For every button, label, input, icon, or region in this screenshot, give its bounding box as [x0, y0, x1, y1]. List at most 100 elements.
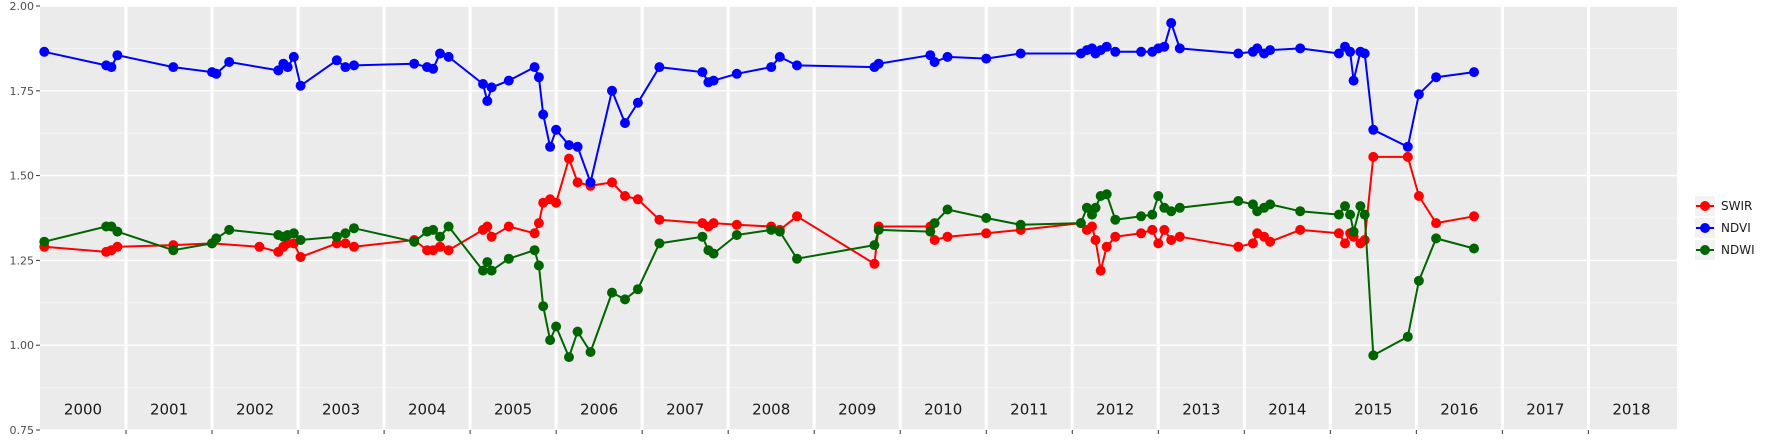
- data-point-ndwi: [533, 260, 544, 271]
- data-point-ndvi: [632, 97, 643, 108]
- data-point-ndwi: [1075, 218, 1086, 229]
- data-point-ndvi: [331, 55, 342, 66]
- data-point-ndwi: [1340, 201, 1350, 212]
- data-point-ndwi: [620, 294, 630, 305]
- data-point-ndwi: [697, 231, 708, 242]
- y-tick-label: 0.75: [10, 424, 35, 437]
- data-point-ndwi: [482, 257, 493, 268]
- data-point-ndwi: [538, 301, 549, 312]
- year-label: 2007: [666, 401, 704, 419]
- data-point-ndvi: [529, 62, 540, 73]
- data-point-ndvi: [1359, 48, 1370, 59]
- y-tick-label: 1.75: [10, 85, 35, 98]
- data-point-ndwi: [529, 245, 540, 256]
- year-label: 2004: [408, 401, 446, 419]
- data-point-ndvi: [1174, 43, 1185, 54]
- data-point-ndvi: [1233, 48, 1244, 59]
- data-point-ndvi: [697, 67, 708, 78]
- data-point-swir: [572, 177, 583, 188]
- data-point-ndvi: [1265, 45, 1276, 56]
- data-point-swir: [1333, 228, 1344, 239]
- data-point-ndwi: [1147, 209, 1158, 220]
- data-series: [39, 18, 1479, 363]
- data-point-ndvi: [607, 85, 617, 96]
- data-point-swir: [1265, 236, 1276, 247]
- data-point-ndvi: [620, 118, 630, 128]
- data-point-ndwi: [792, 253, 802, 264]
- data-point-ndwi: [478, 265, 488, 276]
- data-point-ndvi: [551, 124, 562, 135]
- data-point-ndvi: [533, 72, 544, 83]
- data-point-swir: [112, 241, 123, 252]
- data-point-ndwi: [1166, 206, 1177, 217]
- data-point-swir: [1469, 211, 1479, 222]
- data-point-swir: [1247, 238, 1258, 249]
- year-label: 2017: [1526, 401, 1564, 419]
- data-point-swir: [1101, 241, 1112, 252]
- data-point-ndwi: [925, 226, 936, 237]
- data-point-swir: [620, 191, 630, 201]
- data-point-swir: [1174, 231, 1185, 242]
- data-point-ndwi: [503, 253, 514, 264]
- year-label: 2009: [838, 401, 876, 419]
- year-label: 2001: [150, 401, 188, 419]
- data-point-ndvi: [708, 75, 719, 86]
- data-point-ndwi: [551, 321, 562, 332]
- data-point-ndwi: [443, 221, 454, 232]
- data-point-swir: [1402, 151, 1413, 162]
- data-point-ndvi: [538, 109, 549, 120]
- data-point-ndwi: [1359, 209, 1370, 220]
- data-point-ndwi: [1345, 209, 1356, 220]
- legend-label: NDVI: [1721, 221, 1751, 235]
- data-point-swir: [1295, 224, 1306, 235]
- year-label: 2012: [1096, 401, 1134, 419]
- data-point-swir: [607, 177, 617, 188]
- data-point-ndvi: [482, 96, 493, 106]
- data-point-swir: [564, 153, 574, 164]
- data-point-ndvi: [443, 51, 454, 62]
- data-point-ndwi: [774, 226, 785, 237]
- series-ndwi: [39, 189, 1479, 363]
- data-point-swir: [1153, 238, 1164, 249]
- data-point-swir: [1159, 224, 1170, 235]
- data-point-ndwi: [564, 352, 574, 363]
- data-point-swir: [981, 228, 992, 239]
- data-point-swir: [482, 221, 493, 232]
- data-point-ndvi: [478, 79, 488, 89]
- data-point-ndvi: [340, 62, 351, 73]
- data-point-ndwi: [1265, 199, 1276, 210]
- data-point-ndwi: [1295, 206, 1306, 217]
- data-point-ndvi: [409, 58, 420, 69]
- legend-label: SWIR: [1721, 199, 1752, 213]
- data-point-ndwi: [1174, 202, 1185, 213]
- legend-key-point: [1700, 223, 1710, 233]
- y-tick-label: 1.00: [10, 339, 35, 352]
- data-point-ndvi: [564, 140, 574, 151]
- data-point-ndvi: [224, 57, 235, 67]
- data-point-ndwi: [545, 335, 556, 346]
- data-point-ndwi: [1015, 219, 1026, 230]
- data-point-ndwi: [409, 236, 420, 247]
- data-point-ndwi: [585, 347, 596, 357]
- data-point-ndwi: [1355, 201, 1366, 212]
- data-point-ndwi: [1348, 226, 1359, 237]
- year-label: 2002: [236, 401, 274, 419]
- data-point-ndwi: [942, 204, 953, 215]
- data-point-swir: [1136, 228, 1147, 239]
- y-tick-label: 2.00: [10, 0, 35, 13]
- legend-key-point: [1700, 245, 1710, 255]
- data-point-swir: [792, 211, 802, 222]
- y-tick-label: 1.25: [10, 254, 35, 267]
- data-point-ndvi: [435, 48, 445, 59]
- data-point-ndwi: [1153, 191, 1164, 201]
- data-point-ndvi: [112, 50, 123, 61]
- data-point-ndvi: [1015, 48, 1026, 59]
- data-point-ndwi: [1469, 243, 1479, 254]
- data-point-ndwi: [981, 213, 992, 223]
- data-point-ndwi: [39, 236, 50, 247]
- data-point-swir: [942, 231, 953, 242]
- data-point-ndwi: [435, 231, 445, 242]
- data-point-ndvi: [1368, 124, 1379, 135]
- year-label: 2000: [64, 401, 102, 419]
- data-point-ndvi: [295, 80, 306, 91]
